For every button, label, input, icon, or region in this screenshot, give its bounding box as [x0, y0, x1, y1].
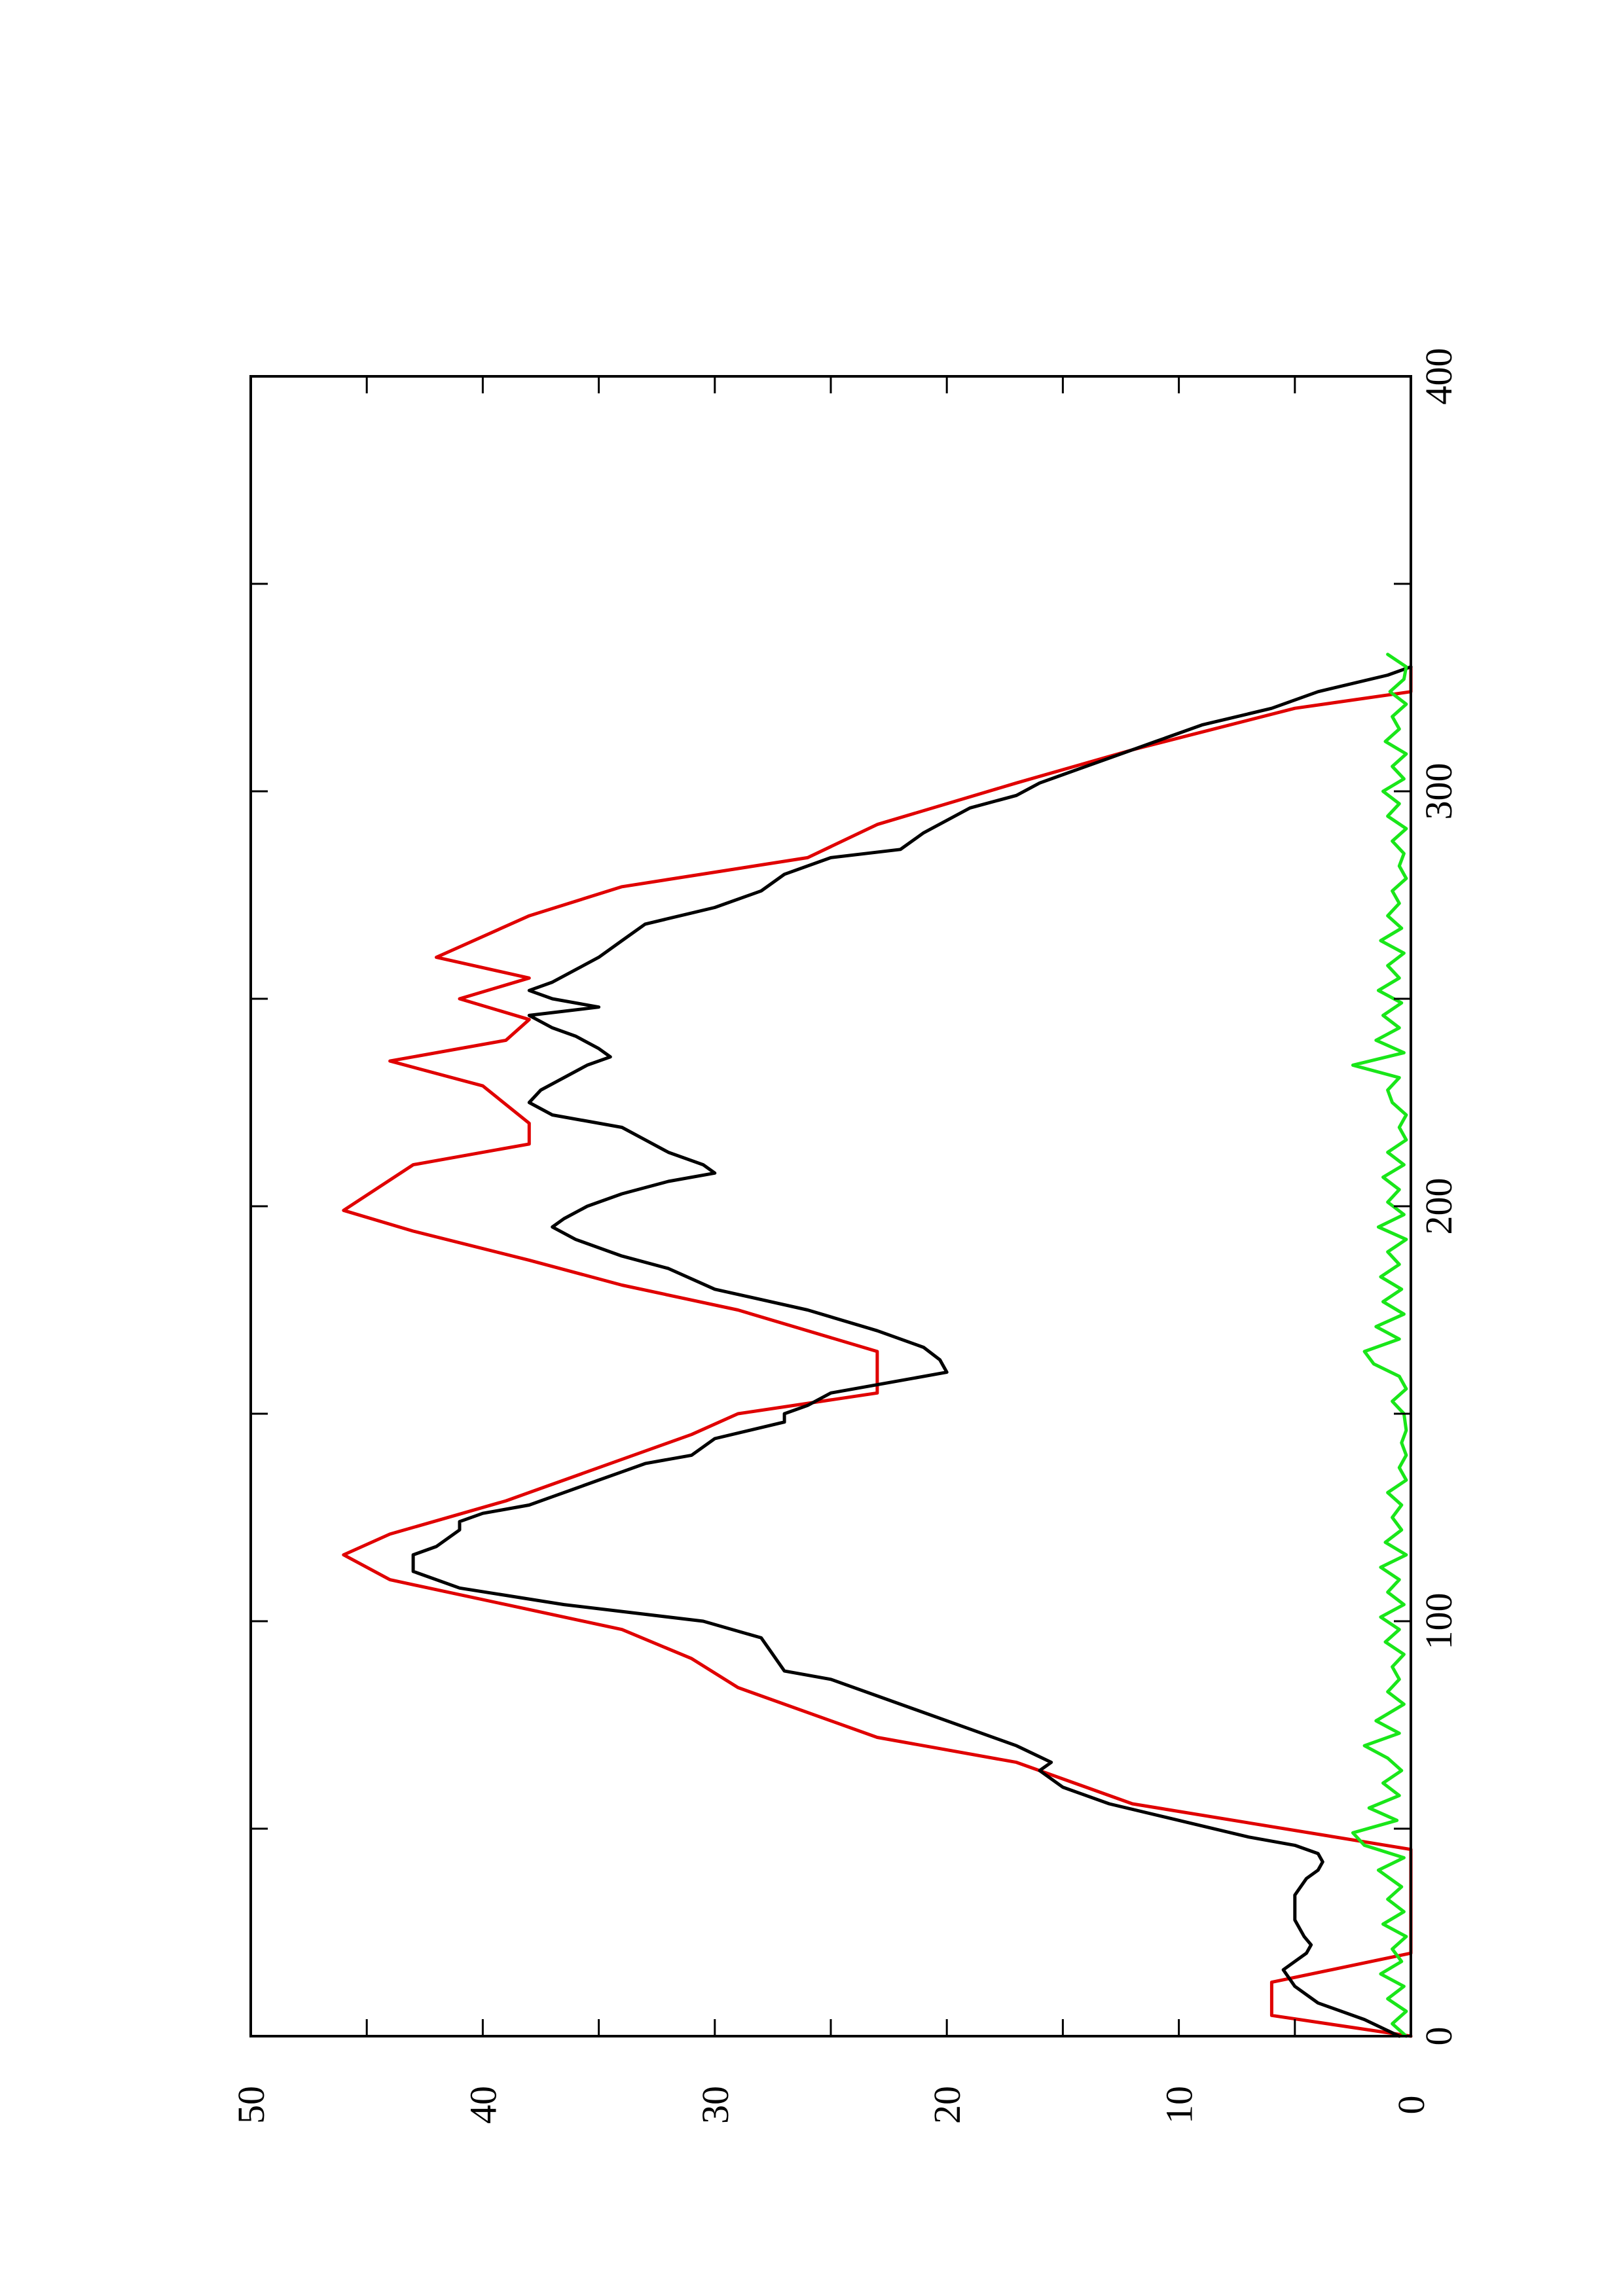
x-tick-label-8: 400	[1417, 348, 1460, 405]
x-tick-label-6: 300	[1417, 763, 1460, 820]
y-tick-label-0: 0	[1390, 2096, 1432, 2115]
y-tick-label-6: 30	[694, 2086, 737, 2124]
x-tick-label-4: 200	[1417, 1178, 1460, 1235]
y-tick-label-8: 40	[462, 2086, 504, 2124]
y-tick-label-2: 10	[1158, 2086, 1201, 2124]
series-line-1	[411, 665, 1413, 2038]
x-tick-label-0: 0	[1417, 2027, 1460, 2046]
ticks-layer: 0 100 200 300 400 0 10 20 30 40 50	[230, 348, 1460, 2125]
plot-frame	[249, 375, 1412, 2037]
series-layer	[342, 653, 1413, 2038]
series-line-2	[1351, 653, 1408, 2038]
y-tick-label-4: 20	[926, 2086, 968, 2124]
series-line-0	[342, 665, 1413, 2038]
x-tick-label-2: 100	[1417, 1593, 1460, 1650]
y-tick-label-10: 50	[230, 2086, 272, 2124]
plot-area: 0 100 200 300 400 0 10 20 30 40 50	[230, 348, 1460, 2125]
